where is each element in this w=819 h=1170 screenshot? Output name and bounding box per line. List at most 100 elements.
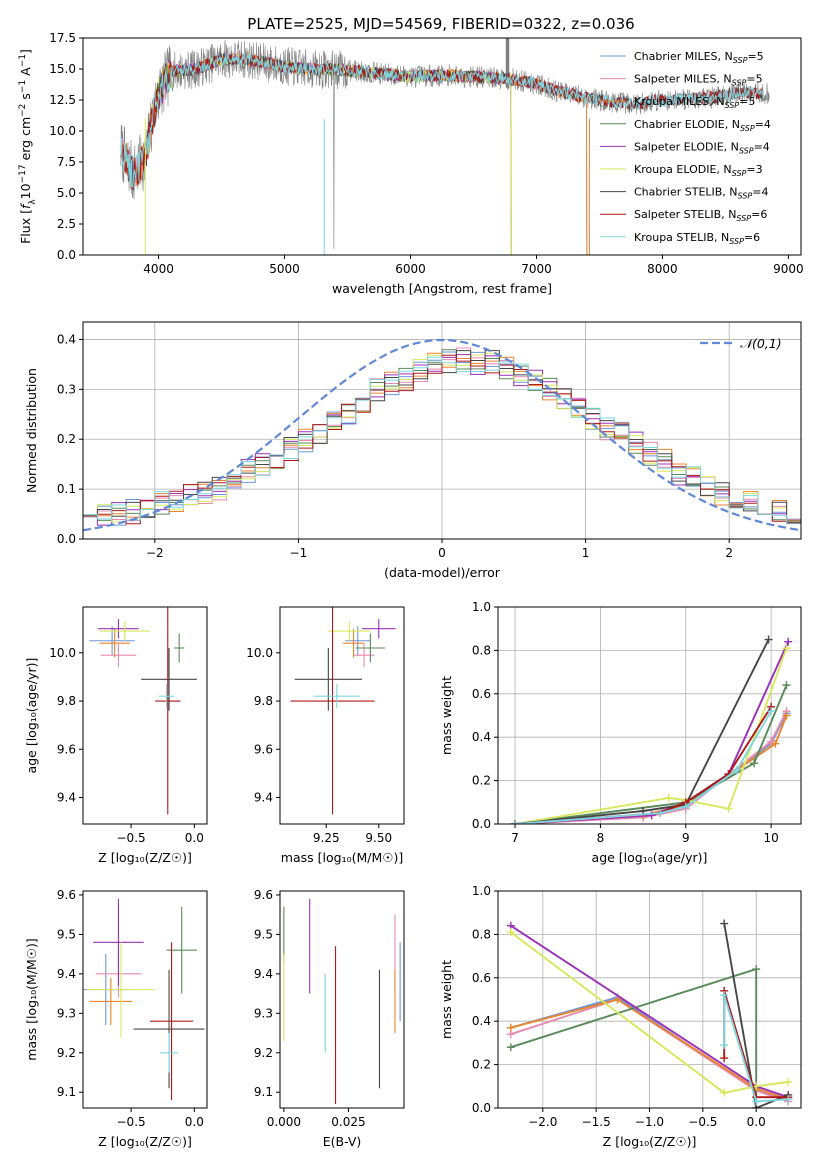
y-tick-label: 9.4 xyxy=(254,967,273,981)
y-tick-label: 15.0 xyxy=(49,62,76,76)
axes-frame xyxy=(82,37,802,256)
axes-weight_vs_Z: −2.0 −1.5 −1.0 −0.5 0.0 0.0 0.2 0.4 0.6 0.8 1.0 Z [… xyxy=(439,884,802,1149)
x-tick-label: 2 xyxy=(725,546,733,560)
y-tick-label: 0.2 xyxy=(472,774,491,788)
legend-nssp: =6 xyxy=(751,208,767,221)
x-tick-label: 5000 xyxy=(269,262,300,276)
x-tick-label: 0.0 xyxy=(747,1115,766,1129)
x-tick-label: 8000 xyxy=(647,262,678,276)
weight-line xyxy=(510,998,789,1101)
y-tick-label: 0.4 xyxy=(472,1014,491,1028)
y-tick-label: 0.6 xyxy=(472,687,491,701)
y-tick-label: 1.0 xyxy=(472,600,491,614)
x-axis-label: wavelength [Angstrom, rest frame] xyxy=(332,281,552,296)
axes-age_vs_Z: −0.5 0.0 9.4 9.6 9.8 10.0 Z [log₁₀(Z/Z☉)] age [… xyxy=(24,606,208,865)
x-tick-label: 0.025 xyxy=(331,1115,365,1129)
weight-marker xyxy=(724,804,733,813)
weight-marker xyxy=(752,965,761,974)
legend-label: Salpeter STELIB, NSSP=6 xyxy=(634,208,767,223)
y-tick-label: 0.0 xyxy=(472,817,491,831)
weight-marker xyxy=(511,820,520,824)
weight-marker xyxy=(784,637,793,646)
weight-line xyxy=(510,967,758,1108)
legend-sub: SSP xyxy=(732,79,747,88)
x-axis-label: Z [log₁₀(Z/Z☉)] xyxy=(98,1134,192,1149)
y-label-part: −1 xyxy=(18,80,28,93)
legend-series-name: Salpeter STELIB, N xyxy=(634,208,736,221)
x-tick-label: 0.000 xyxy=(267,1115,301,1129)
legend-label: Kroupa MILES, NSSP=5 xyxy=(634,95,755,110)
legend-series-name: Kroupa MILES, N xyxy=(634,95,724,108)
x-tick-label: −0.5 xyxy=(688,1115,717,1129)
x-tick-label: 0.0 xyxy=(185,831,204,845)
plot-area xyxy=(498,891,801,1108)
y-label-part: −2 xyxy=(18,104,28,117)
weight-line xyxy=(510,931,789,1094)
weight-marker xyxy=(771,739,780,748)
legend-label: 𝒩(0,1) xyxy=(740,336,782,351)
weight-marker xyxy=(506,928,515,937)
weight-marker xyxy=(720,1054,729,1063)
plot-area xyxy=(290,607,396,815)
legend-series-name: Kroupa ELODIE, N xyxy=(634,163,732,176)
x-tick-label: −2.0 xyxy=(528,1115,557,1129)
y-tick-label: 0.3 xyxy=(57,382,76,396)
legend-sub: SSP xyxy=(740,124,755,133)
y-label-part: ] xyxy=(18,49,33,54)
x-tick-label: −1.5 xyxy=(582,1115,611,1129)
y-tick-label: 9.6 xyxy=(57,742,76,756)
y-tick-label: 9.4 xyxy=(57,967,76,981)
model-spectrum xyxy=(120,52,764,188)
weight-line xyxy=(515,641,790,824)
x-axis-label: E(B-V) xyxy=(323,1134,362,1149)
y-label-part: λ xyxy=(28,199,38,205)
y-axis-label: mass [log₁₀(M/M☉)] xyxy=(24,938,39,1060)
x-tick-label: 4000 xyxy=(143,262,174,276)
y-tick-label: 9.1 xyxy=(254,1085,273,1099)
y-tick-label: 9.3 xyxy=(57,1006,76,1020)
weight-marker xyxy=(647,811,656,820)
y-axis-label: age [log₁₀(age/yr)] xyxy=(24,658,39,774)
y-tick-label: 9.2 xyxy=(254,1046,273,1060)
y-tick-label: 9.5 xyxy=(254,927,273,941)
y-tick-label: 10.0 xyxy=(246,646,273,660)
y-label-part: −1 xyxy=(18,54,28,67)
x-tick-label: −1 xyxy=(290,546,308,560)
legend-sub: SSP xyxy=(724,101,739,110)
x-tick-label: −2 xyxy=(146,546,164,560)
weight-marker xyxy=(764,635,773,644)
legend-label: Salpeter MILES, NSSP=5 xyxy=(634,73,763,88)
normal-curve xyxy=(83,338,801,532)
x-tick-label: 9.25 xyxy=(313,831,340,845)
y-tick-label: 9.6 xyxy=(254,888,273,902)
legend-nssp: =3 xyxy=(746,163,762,176)
y-axis-label: mass weight xyxy=(439,960,454,1039)
legend-sub: SSP xyxy=(732,169,747,178)
legend-sub: SSP xyxy=(736,214,751,223)
axes-frame xyxy=(82,890,208,1109)
weight-line xyxy=(515,715,788,824)
figure-title: PLATE=2525, MJD=54569, FIBERID=0322, z=0… xyxy=(247,15,634,33)
y-label-part: −17 xyxy=(18,164,28,183)
legend-sub: SSP xyxy=(733,56,748,65)
plot-area xyxy=(83,898,205,1101)
legend-nssp: =6 xyxy=(744,231,760,244)
x-tick-label: 9.50 xyxy=(365,831,392,845)
y-label-part: A xyxy=(18,67,33,80)
weight-marker xyxy=(752,1097,761,1106)
legend-nssp: =5 xyxy=(746,73,762,86)
y-tick-label: 9.4 xyxy=(254,790,273,804)
legend-series-name: Salpeter MILES, N xyxy=(634,73,732,86)
x-tick-label: −0.5 xyxy=(117,1115,146,1129)
legend-nssp: =4 xyxy=(754,140,770,153)
x-axis-label: (data-model)/error xyxy=(384,565,501,580)
x-tick-label: 1 xyxy=(582,546,590,560)
axes-age_vs_mass: 9.25 9.50 9.4 9.6 9.8 10.0 mass [log₁₀(M/M☉)] xyxy=(246,606,405,865)
axes-frame xyxy=(82,321,802,540)
histogram-step xyxy=(83,354,801,539)
weight-marker xyxy=(782,681,791,690)
y-tick-label: 0.4 xyxy=(472,730,491,744)
y-label-part: erg cm xyxy=(18,117,33,165)
x-tick-label: 0 xyxy=(438,546,446,560)
legend-label: Chabrier STELIB, NSSP=4 xyxy=(634,186,768,201)
